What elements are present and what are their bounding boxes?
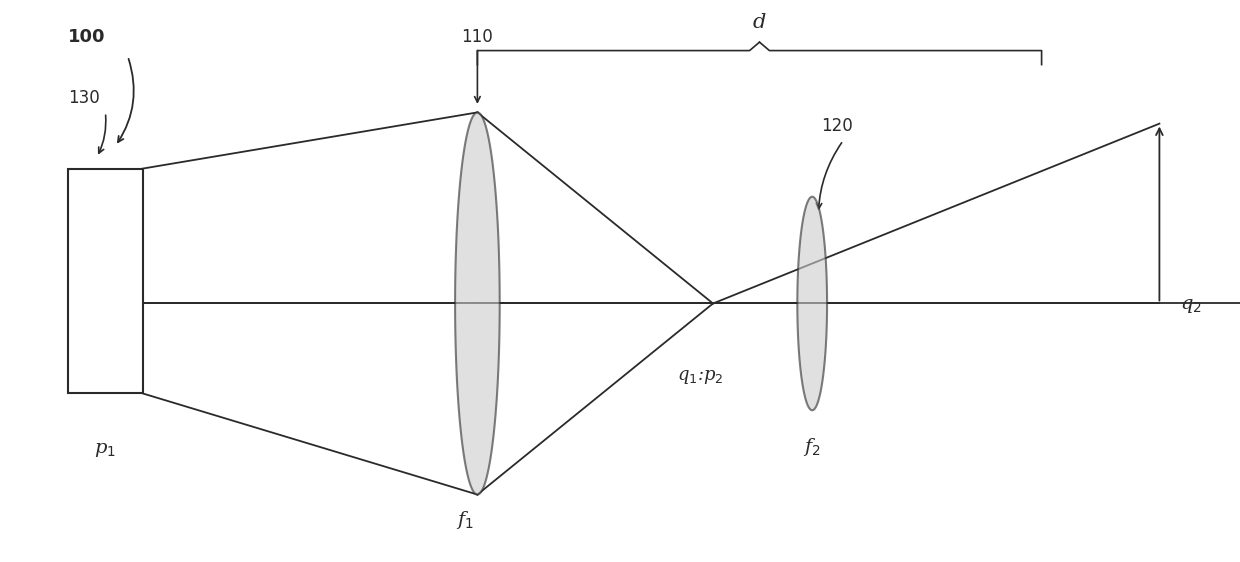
Text: 120: 120 — [821, 117, 853, 135]
Text: f$_2$: f$_2$ — [804, 436, 821, 458]
Text: q$_2$: q$_2$ — [1180, 297, 1203, 315]
Text: p$_1$: p$_1$ — [94, 441, 117, 459]
Polygon shape — [455, 112, 500, 495]
Text: 110: 110 — [461, 28, 494, 46]
Text: 100: 100 — [68, 28, 105, 46]
Bar — [68, 169, 143, 393]
Text: 130: 130 — [68, 89, 100, 107]
Text: f$_1$: f$_1$ — [456, 509, 474, 531]
Polygon shape — [797, 197, 827, 410]
Text: q$_1$:p$_2$: q$_1$:p$_2$ — [677, 368, 724, 386]
Text: d: d — [753, 13, 765, 32]
